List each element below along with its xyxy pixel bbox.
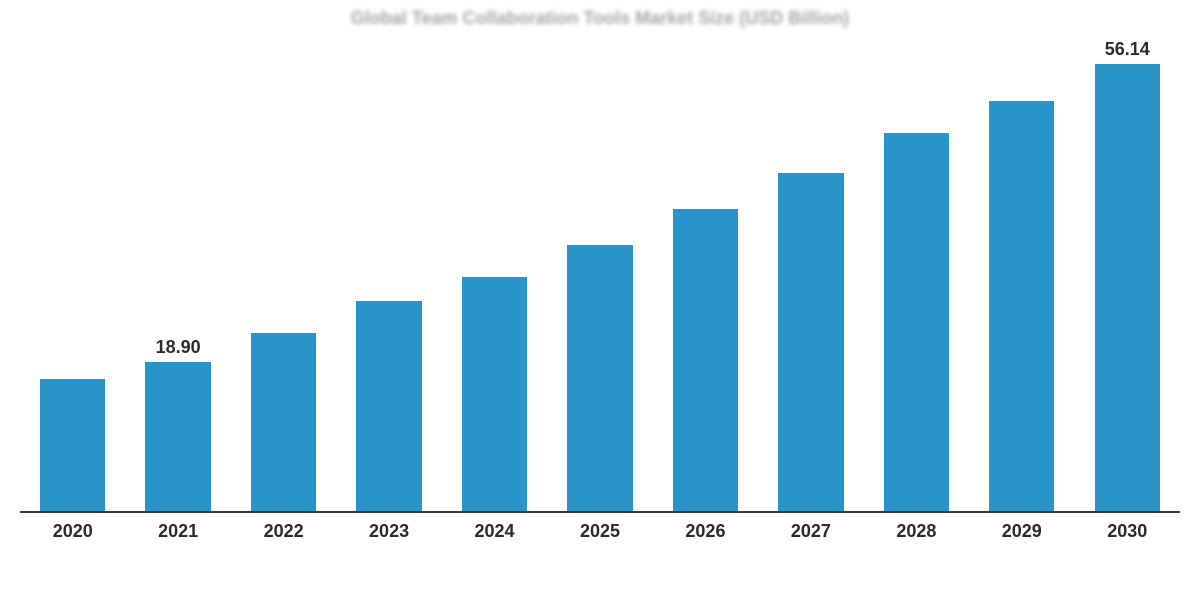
bar (567, 245, 632, 513)
bar (251, 333, 316, 513)
bar-group: 0 (864, 33, 969, 513)
bar-group: 0 (547, 33, 652, 513)
bar (989, 101, 1054, 513)
bar (673, 209, 738, 513)
bar-group: 0 (442, 33, 547, 513)
bar-group: 0 (653, 33, 758, 513)
bar-group: 18.90 (125, 33, 230, 513)
x-axis-label: 2020 (20, 521, 125, 542)
x-axis-label: 2030 (1075, 521, 1180, 542)
bar-group: 0 (20, 33, 125, 513)
bar (356, 301, 421, 513)
x-axis-label: 2028 (864, 521, 969, 542)
x-axis-labels: 2020202120222023202420252026202720282029… (20, 513, 1180, 553)
bar-value-label: 56.14 (1105, 39, 1150, 60)
bars-region: 018.900000000056.14 (20, 33, 1180, 513)
x-axis-label: 2023 (336, 521, 441, 542)
plot-area: 018.900000000056.14 20202021202220232024… (20, 33, 1180, 553)
x-axis-label: 2029 (969, 521, 1074, 542)
bar-group: 56.14 (1075, 33, 1180, 513)
bar-group: 0 (758, 33, 863, 513)
x-axis-label: 2027 (758, 521, 863, 542)
bar-group: 0 (969, 33, 1074, 513)
x-axis-label: 2022 (231, 521, 336, 542)
bar (778, 173, 843, 513)
bar-group: 0 (231, 33, 336, 513)
bar (1095, 64, 1160, 513)
x-axis-label: 2025 (547, 521, 652, 542)
x-axis-label: 2021 (125, 521, 230, 542)
bar-value-label: 18.90 (156, 337, 201, 358)
bar (40, 379, 105, 513)
bar (884, 133, 949, 513)
x-axis-label: 2026 (653, 521, 758, 542)
bar (145, 362, 210, 513)
chart-title: Global Team Collaboration Tools Market S… (20, 0, 1180, 33)
x-axis-label: 2024 (442, 521, 547, 542)
bar (462, 277, 527, 513)
chart-container: Global Team Collaboration Tools Market S… (0, 0, 1200, 600)
bar-group: 0 (336, 33, 441, 513)
